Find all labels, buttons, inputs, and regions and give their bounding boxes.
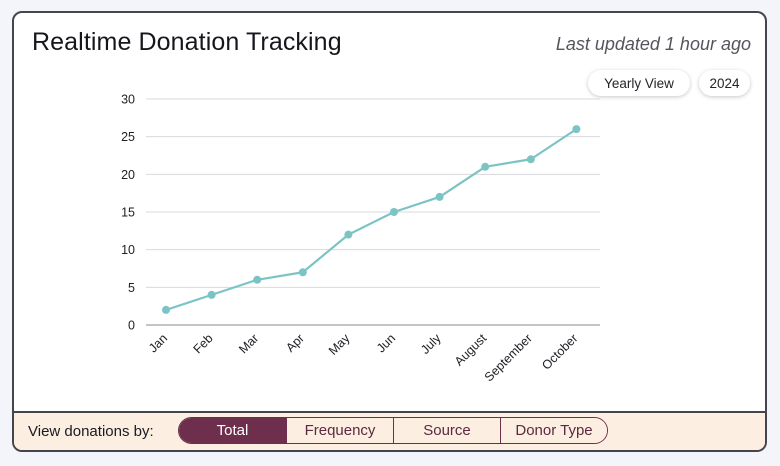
view-by-label: View donations by:: [28, 423, 154, 440]
x-tick-label: Mar: [236, 331, 261, 356]
data-point-apr: [298, 268, 307, 277]
x-tick-label: September: [482, 331, 535, 384]
y-tick-label: 10: [121, 243, 135, 257]
yearly-view-button[interactable]: Yearly View: [588, 70, 690, 96]
x-tick-label: Jan: [146, 331, 170, 355]
last-updated-text: Last updated 1 hour ago: [555, 34, 751, 54]
x-tick-label: Jun: [374, 331, 398, 355]
tab-frequency[interactable]: Frequency: [286, 418, 393, 443]
footer-bar: View donations by: Total Frequency Source D…: [14, 411, 765, 450]
year-selector-button[interactable]: 2024: [699, 70, 750, 96]
donation-line-chart: 0 5 10 15 20 25 30 Jan Feb Mar Apr May Jun July August…: [121, 93, 600, 384]
y-tick-label: 20: [121, 168, 135, 182]
y-tick-label: 0: [128, 319, 135, 333]
data-point-september: [526, 155, 535, 164]
donation-card: Realtime Donation Tracking Last updated …: [12, 11, 767, 452]
y-tick-label: 15: [121, 206, 135, 220]
x-tick-label: May: [326, 331, 353, 358]
tab-source[interactable]: Source: [393, 418, 500, 443]
series-line-0: [165, 128, 578, 311]
x-tick-label: Apr: [283, 331, 307, 355]
x-tick-label: Feb: [191, 331, 216, 356]
y-tick-label: 5: [128, 281, 135, 295]
data-point-july: [435, 192, 444, 201]
data-point-mar: [253, 275, 262, 284]
tab-total[interactable]: Total: [179, 418, 286, 443]
data-point-feb: [207, 290, 216, 299]
x-tick-label: August: [452, 331, 490, 369]
y-tick-label: 30: [121, 93, 135, 107]
data-point-august: [481, 162, 490, 171]
view-by-segmented-control: Total Frequency Source Donor Type: [178, 417, 608, 444]
x-tick-label: July: [418, 331, 444, 357]
data-point-jan: [162, 305, 170, 314]
data-point-jun: [390, 208, 398, 216]
data-point-may: [344, 230, 353, 239]
data-point-october: [572, 125, 581, 134]
x-tick-label: October: [539, 331, 580, 372]
page-title: Realtime Donation Tracking: [32, 28, 342, 56]
tab-donor-type[interactable]: Donor Type: [500, 418, 607, 443]
y-tick-label: 25: [121, 130, 135, 144]
